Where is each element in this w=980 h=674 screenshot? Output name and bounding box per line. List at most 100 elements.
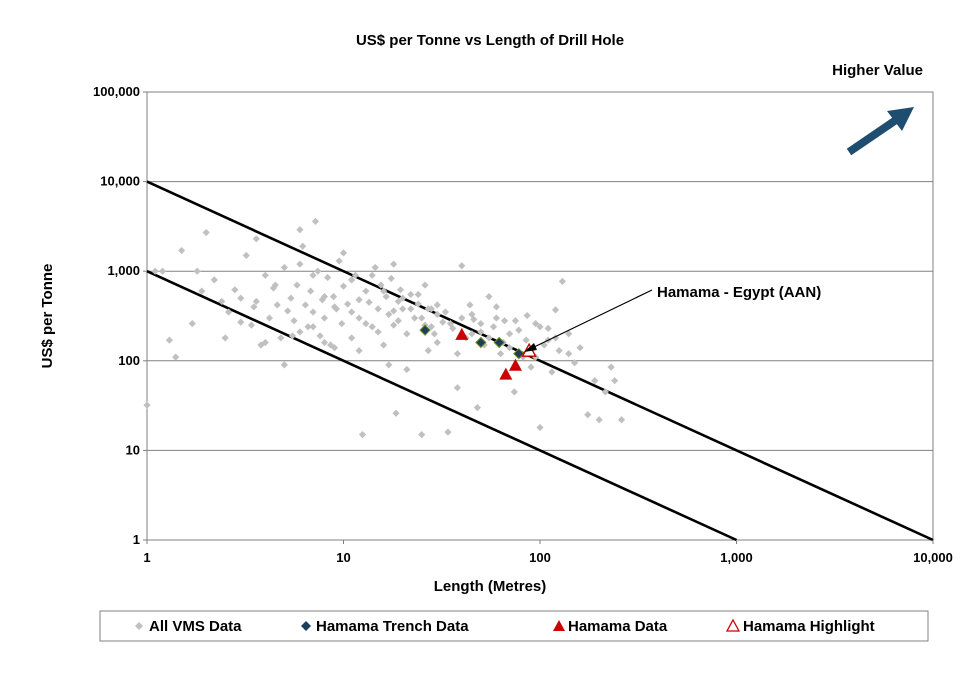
all-vms-data-point	[309, 271, 317, 279]
all-vms-data-point	[496, 350, 505, 358]
x-tick-label: 10	[336, 550, 350, 565]
all-vms-data-point	[421, 281, 429, 289]
legend-marker-hamama-trench	[301, 621, 311, 631]
all-vms-data-point	[252, 297, 260, 306]
all-vms-data-point	[237, 294, 245, 302]
all-vms-data-point	[293, 281, 301, 289]
all-vms-data-point	[446, 320, 455, 328]
all-vms-data-point	[607, 363, 615, 371]
all-vms-data-point	[485, 334, 493, 342]
all-vms-data-point	[505, 344, 514, 352]
all-vms-data-point	[548, 368, 556, 376]
all-vms-data-point	[301, 301, 310, 309]
all-vms-data-point	[309, 323, 317, 331]
all-vms-data-point	[515, 326, 523, 334]
all-vms-data-point	[338, 320, 346, 328]
all-vms-data-point	[394, 297, 402, 306]
all-vms-data-point	[380, 287, 388, 295]
all-vms-data-point	[237, 318, 245, 326]
all-vms-data-point	[202, 228, 210, 237]
hamama-trench-data-point	[475, 336, 487, 349]
all-vms-data-point	[265, 314, 274, 322]
plot-area	[143, 91, 934, 542]
all-vms-data-point	[385, 310, 393, 318]
all-vms-data-point	[399, 305, 407, 313]
all-vms-data-point	[407, 290, 415, 299]
y-tick-label: 1,000	[107, 263, 140, 278]
hamama-data-point	[508, 358, 522, 371]
legend-label-hamama-data: Hamama Data	[568, 618, 668, 635]
hamama-trench-data-point	[513, 347, 525, 360]
all-vms-data-point	[511, 317, 520, 325]
all-vms-data-point	[584, 411, 592, 419]
all-vms-data-point	[280, 361, 288, 369]
y-tick-label: 100	[118, 353, 140, 368]
all-vms-data-point	[362, 287, 370, 295]
all-vms-data-point	[617, 416, 626, 424]
all-vms-data-point	[558, 277, 566, 285]
all-vms-data-point	[330, 344, 339, 352]
legend-label-hamama-highlight: Hamama Highlight	[743, 618, 875, 635]
all-vms-data-point	[316, 332, 324, 340]
all-vms-data-point	[287, 294, 295, 302]
hamama-trench-data-point	[493, 336, 505, 349]
all-vms-data-point	[371, 263, 379, 272]
all-vms-data-point	[368, 271, 376, 279]
all-vms-data-point	[385, 361, 393, 369]
all-vms-data-point	[390, 307, 398, 315]
all-vms-data-point	[390, 260, 398, 268]
all-vms-data-point	[323, 273, 332, 282]
all-vms-data-point	[387, 274, 395, 283]
legend-marker-hamama-highlight	[725, 618, 741, 632]
all-vms-data-point	[365, 298, 373, 306]
all-vms-data-point	[453, 350, 462, 358]
x-axis-ticks: 1 10 100 1,000 10,000	[143, 540, 953, 565]
all-vms-data-point	[280, 263, 288, 272]
all-vms-data-point	[477, 320, 485, 328]
legend-item-hamama-highlight: Hamama Highlight	[725, 618, 875, 635]
all-vms-data-point	[210, 276, 218, 284]
all-vms-data-point	[362, 320, 370, 328]
all-vms-data-point	[288, 332, 297, 340]
all-vms-data-point	[565, 330, 573, 338]
all-vms-data-point	[505, 330, 514, 338]
all-vms-data-point	[390, 321, 398, 329]
all-vms-data-point	[565, 350, 573, 358]
all-vms-data-point	[247, 321, 256, 329]
all-vms-data-point	[439, 318, 447, 326]
all-vms-data-point	[348, 276, 356, 284]
all-vms-data-point	[344, 300, 352, 308]
all-vms-data-point	[320, 314, 329, 322]
all-vms-data-point	[306, 287, 315, 295]
all-vms-data-point	[418, 314, 426, 322]
all-vms-data-point	[151, 267, 159, 275]
all-vms-data-point	[396, 286, 405, 294]
all-vms-data-point	[527, 363, 535, 371]
all-vms-data-point	[427, 323, 435, 331]
all-vms-data-point	[273, 301, 281, 309]
all-vms-data-point	[261, 338, 269, 347]
y-tick-label: 100,000	[93, 84, 140, 99]
y-tick-label: 1	[133, 532, 140, 547]
all-vms-data-point	[407, 305, 415, 313]
all-vms-data-point	[277, 334, 285, 342]
reference-lines	[146, 180, 934, 542]
all-vms-data-point	[339, 249, 348, 257]
plot-frame	[146, 91, 934, 541]
all-vms-data-point	[473, 404, 481, 412]
legend-item-hamama-data: Hamama Data	[553, 618, 668, 635]
all-vms-data-point	[165, 336, 173, 344]
legend-marker-hamama-data	[553, 620, 565, 631]
all-vms-data-point	[536, 423, 544, 432]
all-vms-data-point	[311, 217, 320, 225]
y-axis-ticks: 1 10 100 1,000 10,000 100,000	[93, 84, 147, 547]
legend-item-all-vms: All VMS Data	[135, 618, 242, 635]
all-vms-data-point	[433, 338, 441, 347]
all-vms-data-point	[433, 310, 441, 318]
all-vms-data-point	[271, 281, 279, 289]
all-vms-data-point	[355, 314, 363, 322]
all-vms-data-point	[221, 334, 229, 342]
y-tick-label: 10,000	[100, 174, 140, 189]
legend-frame	[99, 610, 929, 642]
legend-label-hamama-trench: Hamama Trench Data	[316, 618, 469, 635]
